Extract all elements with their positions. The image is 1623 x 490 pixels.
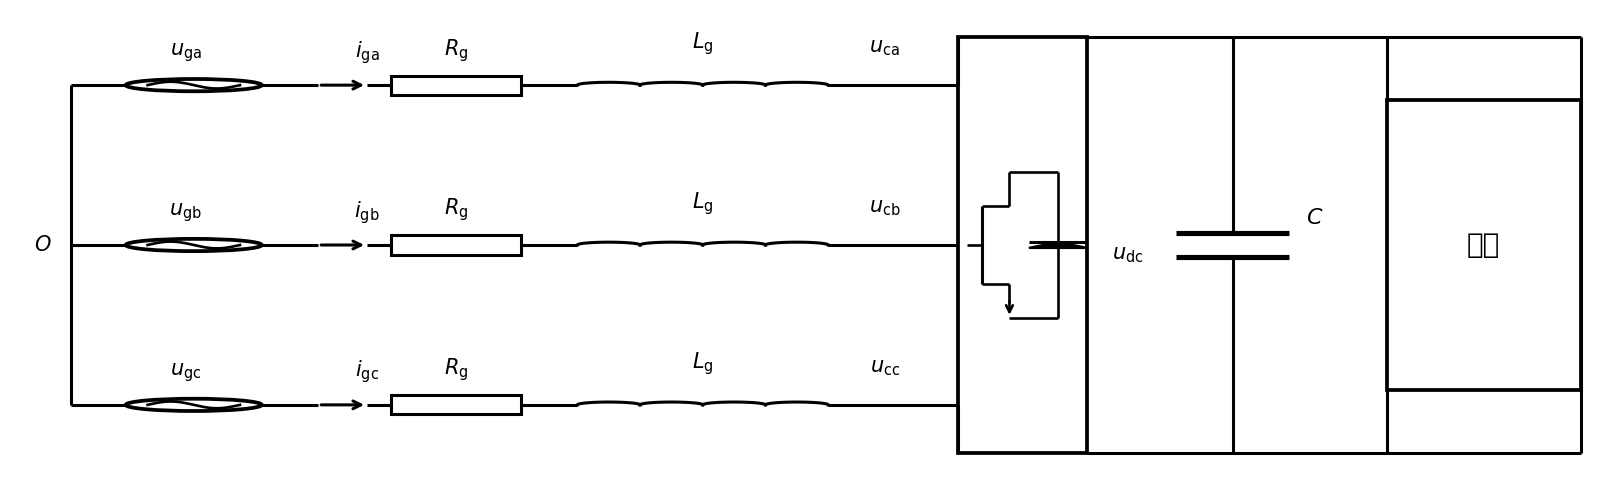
Text: $u_{\mathrm{ga}}$: $u_{\mathrm{ga}}$: [169, 42, 201, 65]
Text: $R_{\mathrm{g}}$: $R_{\mathrm{g}}$: [443, 37, 467, 64]
Bar: [1386, 99, 1579, 391]
Polygon shape: [1029, 242, 1086, 248]
Text: $L_{\mathrm{g}}$: $L_{\mathrm{g}}$: [691, 30, 712, 57]
Text: $R_{\mathrm{g}}$: $R_{\mathrm{g}}$: [443, 196, 467, 223]
Text: $O$: $O$: [34, 235, 52, 255]
Text: $u_{\mathrm{ca}}$: $u_{\mathrm{ca}}$: [868, 39, 899, 58]
Text: $i_{\mathrm{gb}}$: $i_{\mathrm{gb}}$: [354, 199, 380, 225]
Bar: [958, 37, 1086, 453]
Bar: [391, 75, 521, 95]
Text: $u_{\mathrm{gb}}$: $u_{\mathrm{gb}}$: [169, 201, 201, 224]
Bar: [391, 236, 521, 254]
Text: $u_{\mathrm{dc}}$: $u_{\mathrm{dc}}$: [1112, 245, 1143, 265]
Text: $i_{\mathrm{ga}}$: $i_{\mathrm{ga}}$: [354, 39, 380, 66]
Text: $u_{\mathrm{gc}}$: $u_{\mathrm{gc}}$: [170, 362, 201, 384]
Text: $L_{\mathrm{g}}$: $L_{\mathrm{g}}$: [691, 190, 712, 217]
Text: $u_{\mathrm{cc}}$: $u_{\mathrm{cc}}$: [870, 358, 899, 378]
Text: $R_{\mathrm{g}}$: $R_{\mathrm{g}}$: [443, 356, 467, 383]
Text: $i_{\mathrm{gc}}$: $i_{\mathrm{gc}}$: [355, 359, 378, 386]
Bar: [391, 395, 521, 415]
Text: $u_{\mathrm{cb}}$: $u_{\mathrm{cb}}$: [868, 198, 901, 219]
Text: 负载: 负载: [1466, 231, 1500, 259]
Text: $C$: $C$: [1305, 208, 1323, 228]
Text: $L_{\mathrm{g}}$: $L_{\mathrm{g}}$: [691, 350, 712, 377]
